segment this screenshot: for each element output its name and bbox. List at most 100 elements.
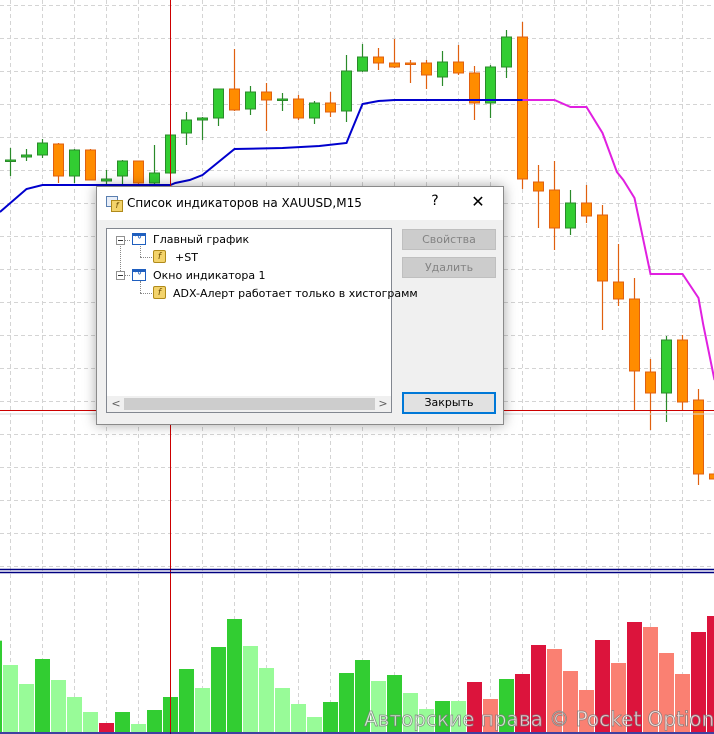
scrollbar-thumb[interactable]	[124, 398, 375, 410]
histogram-bar	[531, 645, 546, 732]
horizontal-scrollbar[interactable]: < >	[107, 396, 391, 412]
scroll-right-icon[interactable]: >	[378, 397, 388, 410]
delete-button[interactable]: Удалить	[402, 257, 496, 278]
bearish-candle	[373, 56, 384, 64]
histogram-bar	[435, 701, 450, 732]
bullish-candle	[357, 56, 368, 72]
histogram-bar	[499, 679, 514, 732]
histogram-bar	[675, 674, 690, 732]
bearish-candle	[261, 91, 272, 101]
histogram-bar	[307, 717, 322, 732]
histogram-bar	[371, 681, 386, 732]
indicators-list-dialog: f Список индикаторов на XAUUSD,M15 ? ✕ Г…	[96, 186, 504, 425]
histogram-bar	[51, 680, 66, 732]
bearish-candle	[517, 36, 528, 180]
histogram-bar	[243, 646, 258, 732]
histogram-bar	[275, 688, 290, 732]
bearish-candle	[693, 399, 704, 475]
histogram-bar	[355, 660, 370, 732]
bearish-candle	[453, 61, 464, 74]
close-icon[interactable]: ✕	[471, 192, 485, 211]
histogram-bar	[0, 640, 2, 732]
histogram-bar	[595, 640, 610, 732]
bullish-candle	[213, 88, 224, 119]
bearish-candle	[677, 339, 688, 403]
tree-node-main-chart[interactable]: Главный график	[153, 233, 250, 246]
bullish-candle	[197, 117, 208, 121]
adx-histogram	[0, 616, 714, 732]
bearish-candle	[533, 181, 544, 192]
bearish-candle	[709, 473, 714, 480]
bullish-candle	[341, 70, 352, 112]
histogram-bar	[483, 699, 498, 732]
help-button[interactable]: ?	[431, 193, 439, 209]
collapse-toggle-subwindow[interactable]	[116, 271, 125, 280]
properties-button[interactable]: Свойства	[402, 229, 496, 250]
histogram-bar	[627, 622, 642, 732]
bullish-candle	[5, 159, 16, 162]
dialog-title: Список индикаторов на XAUUSD,M15	[127, 196, 362, 210]
bearish-candle	[469, 72, 480, 104]
histogram-bar	[579, 690, 594, 732]
bullish-candle	[309, 102, 320, 119]
histogram-bar	[547, 649, 562, 732]
histogram-bar	[291, 704, 306, 732]
custom-indicator-icon: f	[153, 250, 166, 263]
chart-window-icon	[132, 267, 146, 281]
histogram-bar	[227, 619, 242, 732]
histogram-bar	[451, 701, 466, 732]
histogram-bar	[195, 688, 210, 732]
supertrend-down-line	[522, 99, 714, 381]
bearish-candle	[229, 88, 240, 111]
bullish-candle	[69, 149, 80, 177]
bearish-candle	[421, 62, 432, 76]
bearish-candle	[645, 371, 656, 394]
histogram-bar	[99, 723, 114, 732]
tree-node-st[interactable]: +ST	[175, 251, 198, 264]
bearish-candle	[613, 281, 624, 300]
bullish-candle	[37, 142, 48, 156]
histogram-bar	[691, 632, 706, 732]
scroll-left-icon[interactable]: <	[111, 397, 121, 410]
watermark: Авторские права © Pocket Option	[364, 707, 714, 732]
bullish-candle	[149, 172, 160, 184]
histogram-bar	[563, 671, 578, 732]
bullish-candle	[181, 119, 192, 134]
histogram-bar	[19, 684, 34, 732]
histogram-bar	[115, 712, 130, 732]
bearish-candle	[549, 189, 560, 229]
histogram-bar	[211, 647, 226, 732]
bearish-candle	[405, 62, 416, 65]
histogram-bar	[643, 627, 658, 732]
bearish-candle	[389, 62, 400, 68]
bullish-candle	[565, 202, 576, 229]
collapse-toggle-main[interactable]	[116, 236, 125, 245]
indicator-tree[interactable]: Главный график f +ST Окно индикатора 1 f…	[106, 228, 418, 413]
close-button[interactable]: Закрыть	[402, 392, 496, 414]
histogram-bar	[179, 669, 194, 732]
chart-window-icon	[132, 231, 146, 245]
bullish-candle	[661, 339, 672, 394]
bearish-candle	[293, 98, 304, 119]
histogram-bar	[707, 616, 714, 732]
histogram-bar	[131, 724, 146, 732]
bullish-candle	[485, 66, 496, 104]
histogram-bar	[467, 682, 482, 732]
bearish-candle	[133, 160, 144, 184]
bearish-candle	[325, 102, 336, 113]
dialog-title-bar[interactable]: f Список индикаторов на XAUUSD,M15 ? ✕	[97, 187, 503, 220]
histogram-bar	[3, 665, 18, 732]
bullish-candle	[117, 160, 128, 177]
histogram-bar	[83, 712, 98, 732]
bullish-candle	[501, 36, 512, 68]
histogram-bar	[35, 659, 50, 732]
bullish-candle	[101, 178, 112, 182]
bearish-candle	[53, 143, 64, 177]
tree-node-adx-alert[interactable]: ADX-Алерт работает только в хистограмм	[173, 287, 418, 300]
histogram-bar	[403, 693, 418, 732]
histogram-bar	[67, 697, 82, 732]
bullish-candle	[437, 61, 448, 78]
tree-node-indicator-window[interactable]: Окно индикатора 1	[153, 269, 266, 282]
supertrend-up-line	[0, 99, 523, 213]
bullish-candle	[21, 154, 32, 158]
